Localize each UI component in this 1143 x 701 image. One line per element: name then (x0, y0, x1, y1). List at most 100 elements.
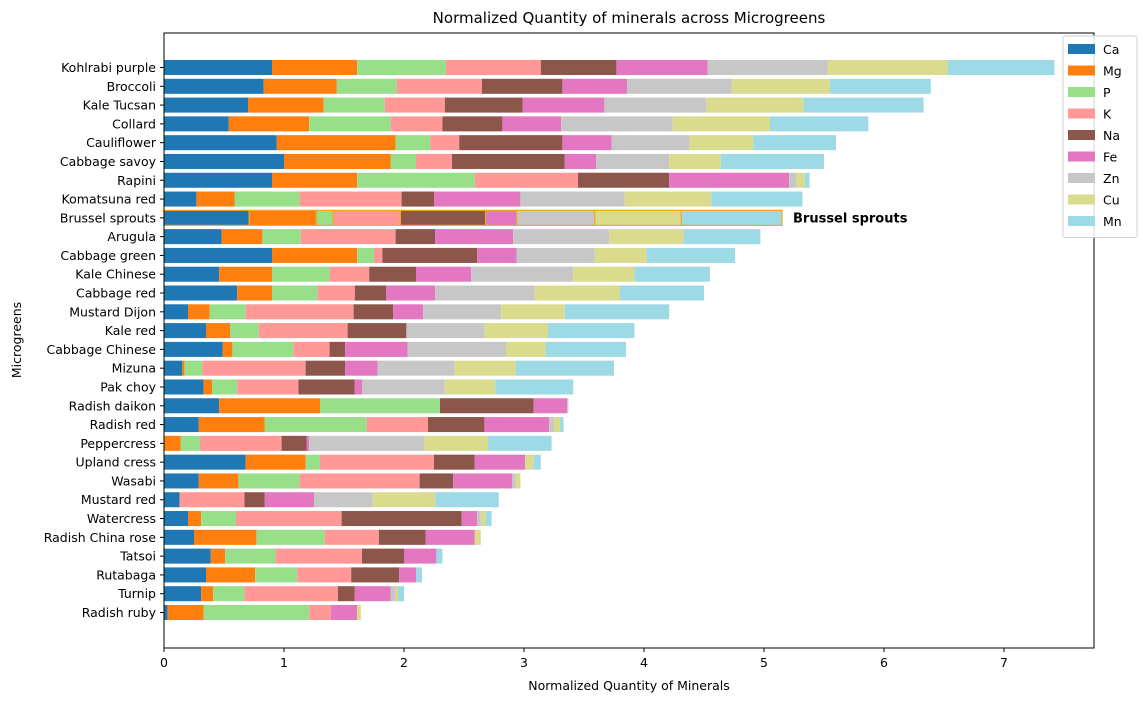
bar-radish-red-zn (549, 417, 554, 433)
y-tick-label: Cabbage Chinese (47, 342, 157, 357)
bar-cabbage-red-na (354, 285, 386, 301)
bar-collard-na (442, 116, 503, 132)
y-tick-label: Broccoli (107, 79, 156, 94)
bar-cabbage-red-p (272, 285, 318, 301)
bar-rapini-mg (272, 172, 358, 188)
x-tick-label: 5 (760, 655, 768, 670)
bar-cauliflower-mg (276, 135, 396, 151)
y-tick-label: Watercress (87, 511, 156, 526)
bar-kale-red-p (230, 323, 259, 339)
bar-cabbage-green-zn (516, 247, 595, 263)
bar-radish-red-mg (198, 417, 265, 433)
legend-label-fe: Fe (1103, 150, 1118, 165)
y-tick-label: Radish China rose (44, 530, 157, 545)
bar-pak-choy-na (298, 379, 355, 395)
x-tick-label: 6 (880, 655, 888, 670)
bar-arugula-na (395, 229, 436, 245)
bar-watercress-ca (164, 511, 188, 527)
bar-collard-p (309, 116, 391, 132)
bar-komatsuna-red-mg (196, 191, 235, 207)
bar-kale-chinese-mg (219, 266, 272, 282)
bar-pak-choy-fe (354, 379, 362, 395)
bar-wasabi-p (238, 473, 300, 489)
bar-broccoli-ca (164, 78, 264, 94)
bar-broccoli-mn (830, 78, 931, 94)
bar-wasabi-ca (164, 473, 199, 489)
bar-mustard-red-k (179, 492, 245, 508)
bar-rapini-zn (789, 172, 797, 188)
bar-kale-tucsan-k (384, 97, 445, 113)
bar-peppercress-mn (488, 435, 552, 451)
bar-upland-cress-mn (533, 454, 541, 470)
y-tick-label: Rapini (117, 173, 156, 188)
bar-pak-choy-ca (164, 379, 204, 395)
y-tick-label: Rutabaga (96, 567, 156, 582)
bar-watercress-mn (485, 511, 492, 527)
bar-cabbage-savoy-mg (284, 153, 391, 169)
bar-kohlrabi-purple-fe (616, 59, 708, 76)
bar-komatsuna-red-na (401, 191, 434, 207)
bar-cabbage-red-ca (164, 285, 238, 301)
bar-komatsuna-red-zn (520, 191, 625, 207)
bar-arugula-mn (683, 229, 761, 245)
y-tick-label: Arugula (107, 229, 156, 244)
bar-cabbage-chinese-mg (222, 341, 233, 357)
bar-tatsoi-na (362, 548, 404, 564)
bar-kale-tucsan-mn (803, 97, 924, 113)
bar-collard-ca (164, 116, 229, 132)
bar-mustard-dijon-cu (501, 304, 565, 320)
y-tick-label: Peppercress (80, 436, 156, 451)
bar-broccoli-zn (627, 78, 732, 94)
bar-cabbage-red-k (317, 285, 355, 301)
bar-cabbage-savoy-k (416, 153, 452, 169)
bar-brussel-sprouts-k (332, 209, 402, 226)
bar-watercress-zn (477, 511, 481, 527)
bar-kale-tucsan-fe (522, 97, 605, 113)
bar-cabbage-chinese-zn (407, 341, 506, 357)
bar-kale-red-k (258, 323, 348, 339)
bar-mustard-dijon-zn (423, 304, 502, 320)
y-axis-label: Microgreens (9, 302, 24, 378)
bar-radish-china-rose-k (324, 529, 379, 545)
bar-wasabi-na (419, 473, 454, 489)
bar-komatsuna-red-fe (434, 191, 521, 207)
bar-peppercress-na (281, 435, 307, 451)
bar-tatsoi-ca (164, 548, 211, 564)
bar-rapini-ca (164, 172, 272, 188)
bar-radish-red-cu (554, 417, 560, 433)
bar-tatsoi-mg (210, 548, 226, 564)
bar-rutabaga-mg (206, 567, 256, 583)
bar-mustard-red-ca (164, 492, 180, 508)
y-tick-label: Radish ruby (82, 605, 157, 620)
bar-collard-cu (672, 116, 770, 132)
bar-cauliflower-zn (611, 135, 690, 151)
bar-turnip-cu (395, 586, 398, 602)
bar-pak-choy-p (212, 379, 238, 395)
legend-label-mn: Mn (1103, 214, 1122, 229)
bar-cauliflower-cu (689, 135, 754, 151)
bar-rapini-na (578, 172, 670, 188)
bar-rutabaga-p (255, 567, 298, 583)
chart-title: Normalized Quantity of minerals across M… (433, 9, 826, 27)
bar-arugula-mg (221, 229, 263, 245)
bar-mustard-dijon-mg (188, 304, 210, 320)
bar-cabbage-green-k (374, 247, 383, 263)
bar-tatsoi-k (275, 548, 362, 564)
bar-radish-daikon-na (440, 398, 534, 414)
x-axis-label: Normalized Quantity of Minerals (528, 678, 730, 693)
bar-wasabi-cu (515, 473, 521, 489)
bar-collard-mg (228, 116, 310, 132)
y-tick-label: Kale Chinese (75, 267, 156, 282)
legend-label-zn: Zn (1103, 171, 1120, 186)
bar-cabbage-savoy-fe (564, 153, 596, 169)
bar-turnip-p (213, 586, 245, 602)
bar-brussel-sprouts-mg (248, 209, 317, 226)
y-tick-label: Pak choy (100, 379, 156, 394)
bar-rapini-p (357, 172, 475, 188)
bar-kale-chinese-k (329, 266, 370, 282)
y-tick-label: Kohlrabi purple (61, 60, 156, 75)
y-tick-label: Kale Tucsan (83, 98, 156, 113)
bar-watercress-mg (188, 511, 202, 527)
bar-arugula-cu (609, 229, 684, 245)
bar-kohlrabi-purple-mg (272, 59, 358, 76)
